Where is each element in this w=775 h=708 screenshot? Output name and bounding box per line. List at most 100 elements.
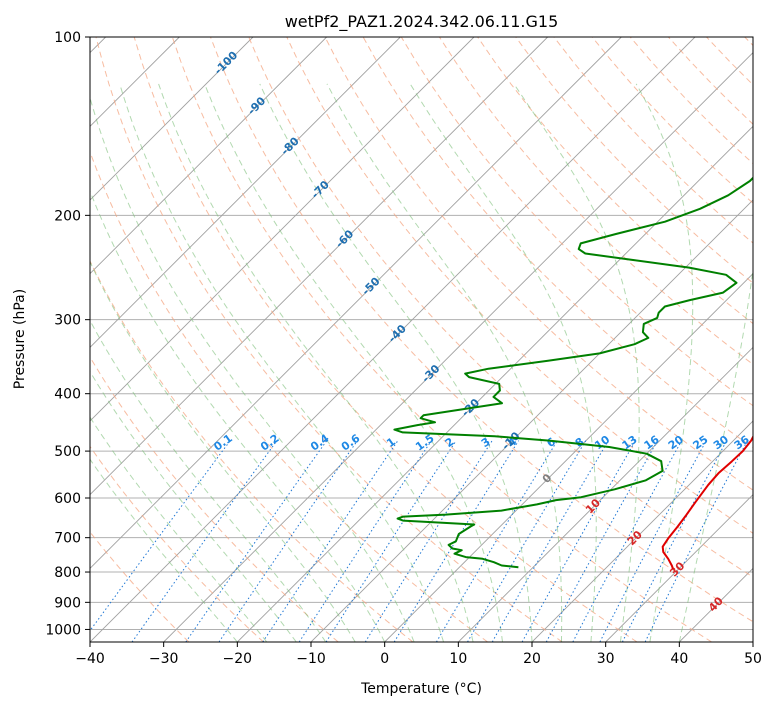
y-tick-label: 1000 [45,622,81,638]
dry-adiabat-line [744,37,753,47]
dry-adiabat-line [171,37,712,642]
mixing-ratio-label: 16 [642,433,662,453]
dry-adiabat-line [90,445,264,642]
dry-adiabat-line [90,259,414,642]
mixing-ratio-label: 20 [666,433,686,453]
chart-title: wetPf2_PAZ1.2024.342.06.11.G15 [285,12,559,32]
isotherm-label: -50 [359,274,382,297]
dry-adiabat-line [90,150,488,642]
dry-adiabat-line [90,531,190,642]
y-tick-label: 300 [54,313,81,329]
isotherm-label: -10 [499,429,522,452]
x-tick-label: 40 [670,651,688,667]
mixing-ratio-line [435,440,558,642]
mixing-ratio-line [364,440,493,642]
isotherm-label: 10 [583,496,603,516]
isotherm-line [90,37,475,422]
isotherm-label: 40 [706,594,726,614]
moist-adiabat-line [326,83,563,642]
isotherm-label: 0 [540,471,555,486]
mixing-ratio-label: 1 [384,435,398,450]
isotherm-label: 20 [625,528,645,548]
x-tick-label: −40 [75,651,105,667]
temperature-profile-line [661,434,753,570]
x-tick-label: 0 [380,651,389,667]
plot-frame [89,36,754,643]
isotherm-line [458,346,753,642]
isotherm-line [752,641,753,642]
isotherm-label: -90 [245,94,268,117]
x-tick-label: 20 [523,651,541,667]
mixing-ratio-line [545,440,659,642]
isotherm-line [679,567,753,642]
dry-adiabat-line [133,37,638,642]
mixing-ratio-label: 0.4 [308,432,332,454]
moist-adiabat-line [90,319,327,642]
dry-adiabat-line [706,37,753,86]
x-tick-label: 30 [597,651,615,667]
y-tick-label: 700 [54,531,81,547]
dry-adiabat-line [95,37,563,642]
mixing-ratio-label: 0.1 [211,432,234,454]
moist-adiabat-line [204,83,503,642]
dry-adiabat-line [324,37,753,491]
mixing-ratio-label: 1.5 [413,432,436,454]
isotherm-line [90,37,327,275]
isotherm-line [90,37,401,348]
dewpoint-profile-line [393,176,753,569]
mixing-ratio-label: 0.2 [258,432,281,454]
y-tick-label: 400 [54,387,81,403]
moist-adiabat-line [409,83,597,642]
moist-adiabat-line [158,83,474,642]
mixing-ratio-label: 25 [691,433,711,452]
isotherm-line [531,420,753,642]
y-tick-label: 100 [54,30,81,46]
mixing-ratio-line [298,440,432,642]
mixing-ratio-label: 10 [592,433,612,453]
mixing-ratio-line [185,440,328,642]
x-tick-label: −20 [223,651,253,667]
isotherm-line [384,273,753,642]
y-tick-label: 800 [54,565,81,581]
moist-adiabat-line [90,96,415,642]
isotherm-label: -100 [212,48,241,77]
x-tick-label: −30 [149,651,179,667]
mixing-ratio-line [467,440,587,642]
y-tick-label: 200 [54,208,81,224]
y-tick-label: 500 [54,444,81,460]
dry-adiabat-line [210,37,753,623]
x-tick-label: 50 [744,651,762,667]
moist-adiabat-line [119,83,445,642]
moist-adiabat-line [90,370,297,642]
mixing-ratio-line [491,440,609,642]
x-tick-label: 10 [449,651,467,667]
y-tick-label: 900 [54,595,81,611]
x-tick-label: −10 [296,651,326,667]
moist-adiabat-line [635,83,694,642]
moist-adiabat-line [90,458,238,642]
moist-adiabat-line [90,260,356,642]
isotherm-line [90,37,622,569]
moist-adiabat-line [513,83,640,642]
isotherm-line [605,494,753,642]
mixing-ratio-line [521,440,637,642]
x-axis-label: Temperature (°C) [360,681,482,697]
moist-adiabat-line [90,416,268,642]
y-tick-label: 600 [54,491,81,507]
y-axis-label: Pressure (hPa) [12,289,28,389]
mixing-ratio-line [262,440,399,642]
isotherm-line [310,199,753,642]
mixing-ratio-line [599,440,707,642]
moist-adiabat-line [678,83,753,642]
isotherm-line [237,125,753,642]
isotherm-line [90,37,696,642]
isotherm-label: -60 [333,227,356,250]
dry-adiabat-line [553,37,753,244]
moist-adiabat-line [90,189,386,642]
isotherm-line [163,52,753,642]
mixing-ratio-line [325,440,457,642]
mixing-ratio-line [644,440,748,642]
isotherm-label: -40 [386,322,409,345]
isotherm-line [90,37,254,201]
